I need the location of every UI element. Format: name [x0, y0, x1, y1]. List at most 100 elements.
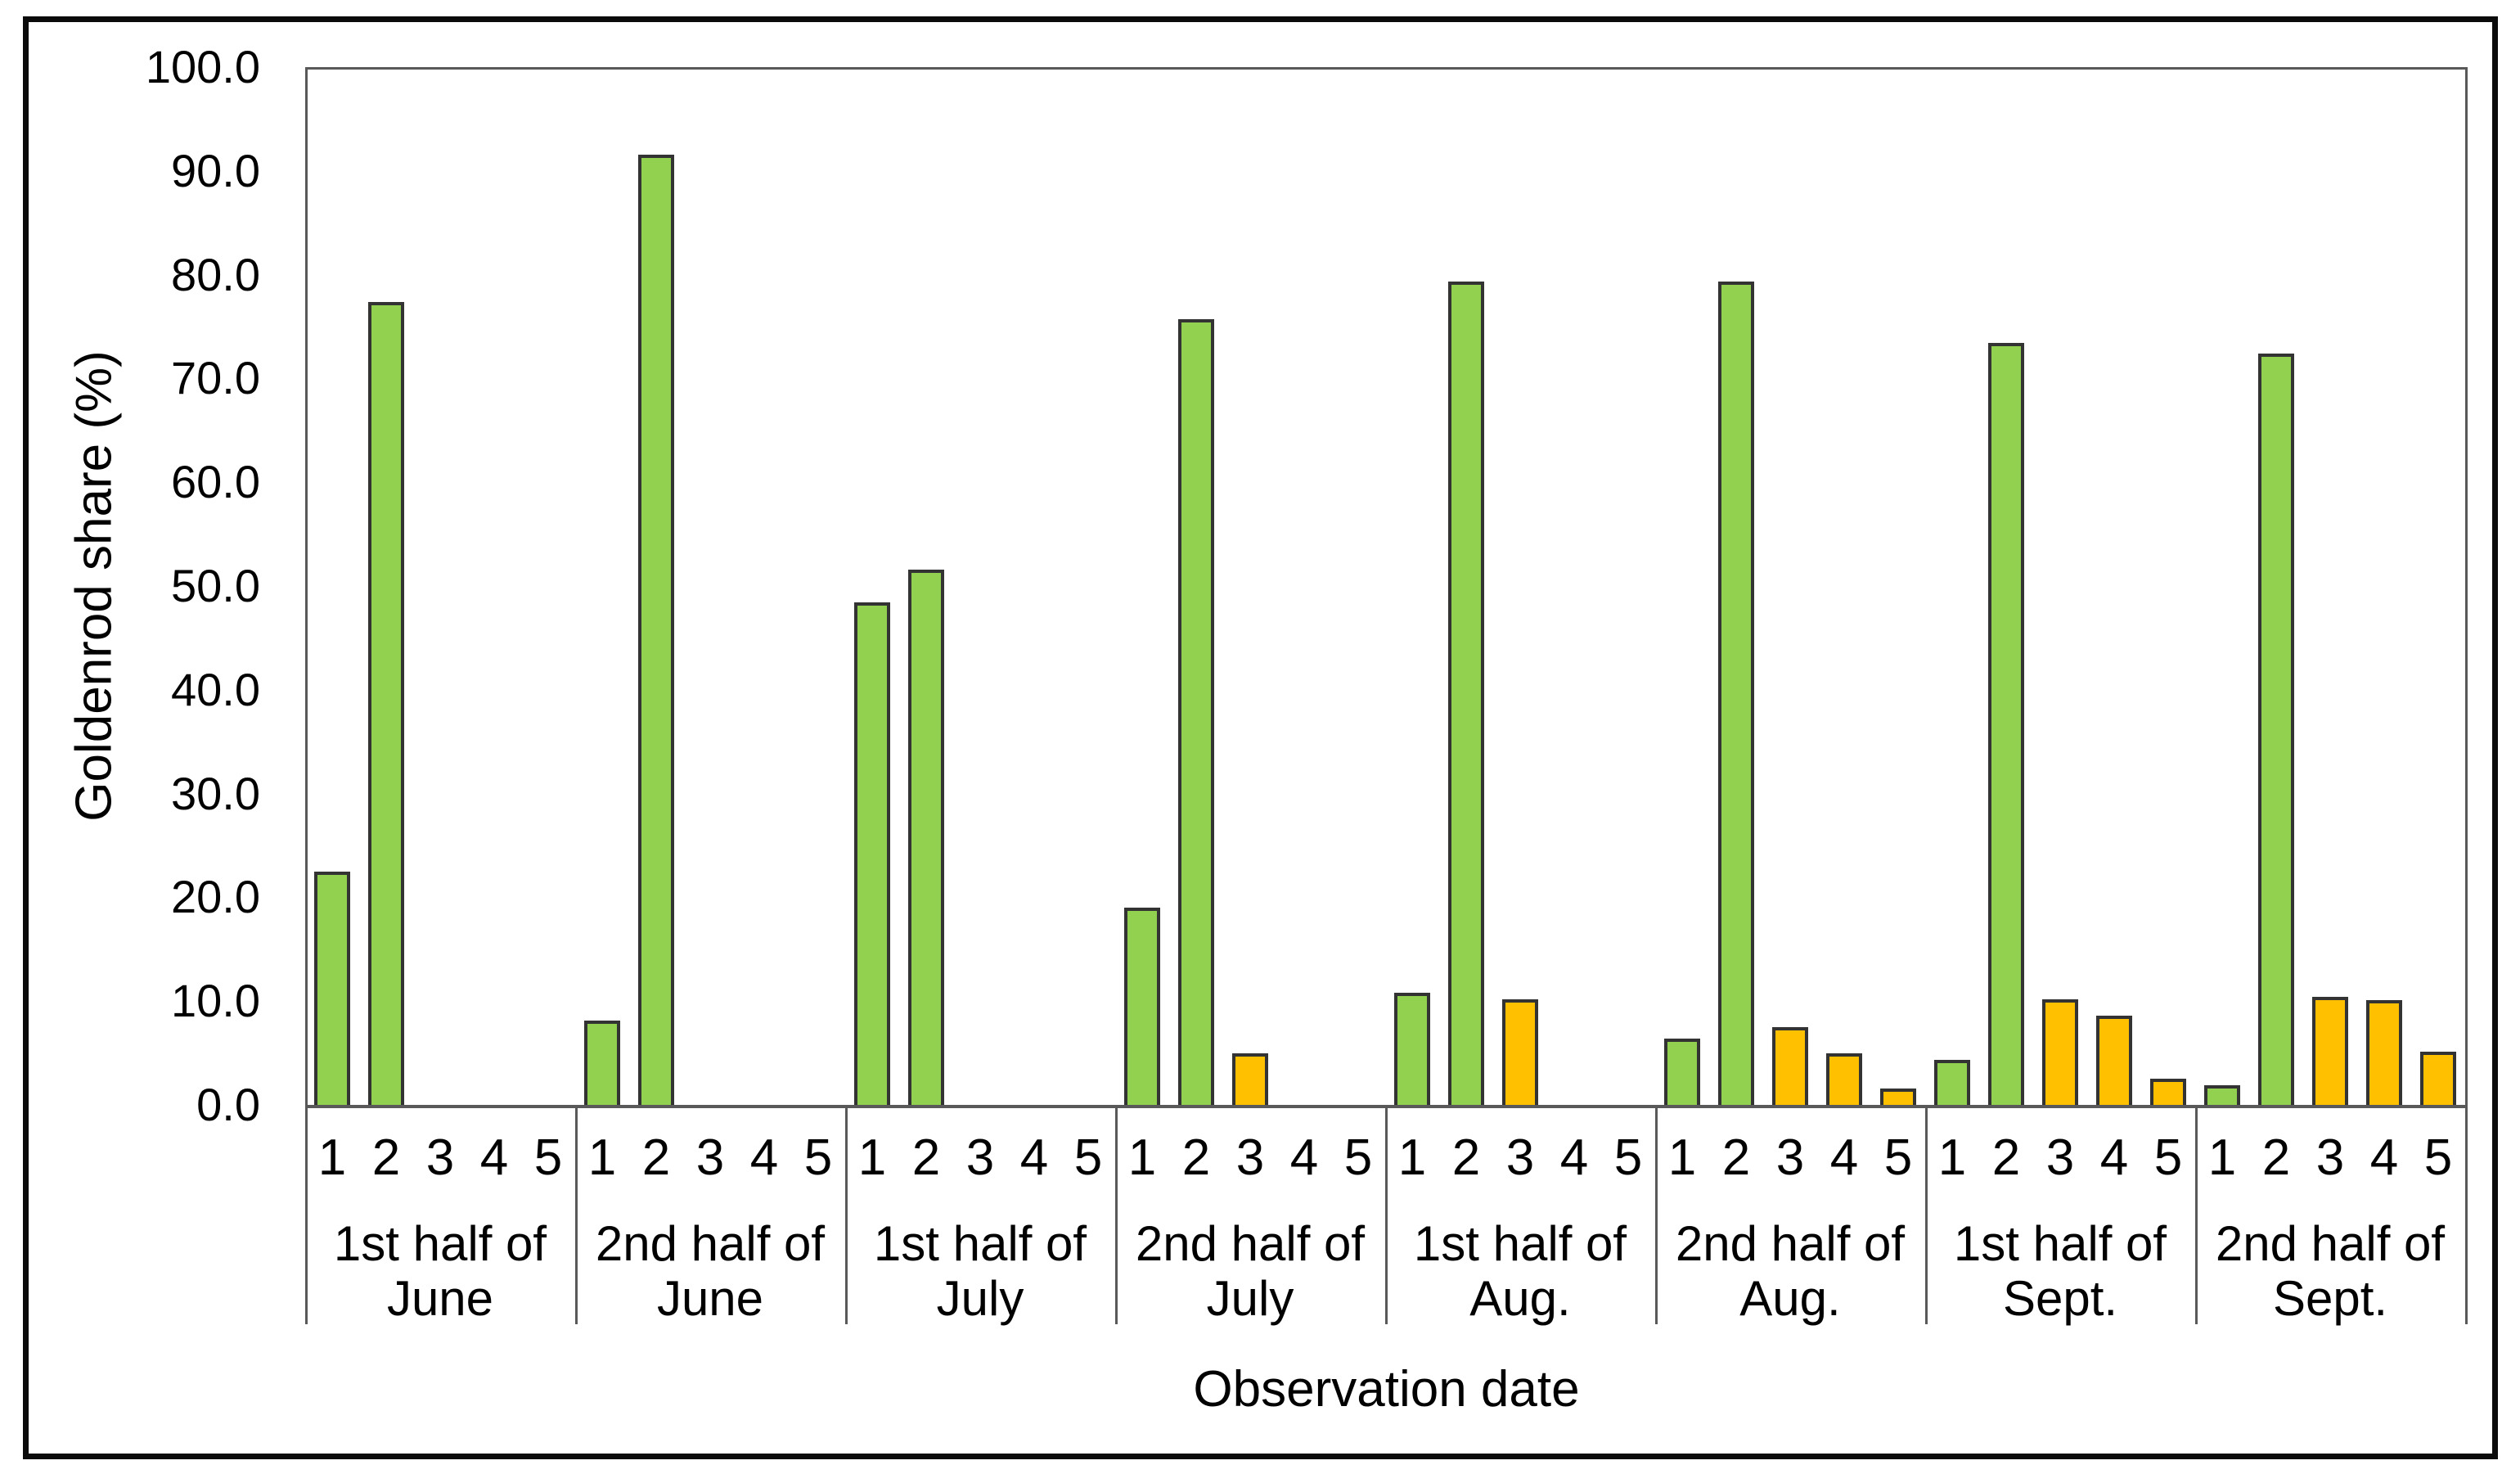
- category-separator-line: [305, 1105, 308, 1324]
- y-tick-label: 0.0: [196, 1079, 260, 1130]
- bar-2nd-Aug-pos1: [1664, 1039, 1700, 1105]
- x-slot-label: 5: [1343, 1129, 1373, 1186]
- x-slot-label: 2: [641, 1129, 671, 1186]
- bar-1st-July-pos2: [908, 570, 944, 1105]
- x-slot-label: 3: [425, 1129, 455, 1186]
- bar-2nd-Sept-pos2: [2258, 354, 2294, 1105]
- bar-2nd-June-pos1: [584, 1021, 620, 1105]
- bar-1st-Aug-pos3: [1502, 999, 1538, 1105]
- bar-2nd-Sept-pos3: [2312, 997, 2348, 1105]
- y-axis-title: Goldenrod share (%): [65, 350, 123, 822]
- bar-1st-Aug-pos2: [1448, 282, 1484, 1105]
- category-separator-line: [845, 1105, 848, 1324]
- x-group-label: 1st half of July: [873, 1216, 1087, 1326]
- bar-2nd-Aug-pos2: [1718, 282, 1754, 1105]
- y-tick-label: 60.0: [171, 456, 260, 508]
- x-slot-label: 3: [695, 1129, 725, 1186]
- bar-1st-Sept-pos5: [2150, 1079, 2186, 1105]
- x-slot-label: 1: [1127, 1129, 1157, 1186]
- x-slot-label: 1: [857, 1129, 887, 1186]
- y-tick-label: 80.0: [171, 248, 260, 300]
- x-slot-label: 3: [965, 1129, 995, 1186]
- x-slot-label: 5: [1073, 1129, 1103, 1186]
- x-slot-label: 3: [2045, 1129, 2075, 1186]
- x-slot-label: 1: [1397, 1129, 1427, 1186]
- x-slot-label: 5: [1883, 1129, 1913, 1186]
- bar-1st-Sept-pos1: [1934, 1060, 1970, 1105]
- x-group-label: 2nd half of June: [595, 1216, 826, 1326]
- bar-1st-Sept-pos4: [2096, 1016, 2132, 1105]
- x-group-label: 2nd half of Aug.: [1675, 1216, 1906, 1326]
- figure-border: [23, 16, 2498, 1459]
- x-slot-label: 4: [479, 1129, 509, 1186]
- bar-2nd-Aug-pos3: [1772, 1027, 1808, 1105]
- x-slot-label: 2: [911, 1129, 941, 1186]
- y-tick-label: 70.0: [171, 352, 260, 404]
- x-slot-label: 1: [2207, 1129, 2237, 1186]
- x-group-label: 1st half of June: [333, 1216, 547, 1326]
- bar-2nd-Sept-pos4: [2366, 1000, 2402, 1105]
- y-tick-label: 100.0: [145, 41, 260, 92]
- y-tick-label: 20.0: [171, 871, 260, 923]
- bar-2nd-Sept-pos1: [2204, 1085, 2240, 1105]
- bar-1st-June-pos1: [314, 872, 350, 1105]
- y-tick-label: 40.0: [171, 663, 260, 715]
- y-tick-label: 10.0: [171, 975, 260, 1027]
- x-slot-label: 4: [1829, 1129, 1859, 1186]
- x-slot-label: 2: [1991, 1129, 2021, 1186]
- x-group-label: 1st half of Sept.: [1953, 1216, 2167, 1326]
- bar-2nd-July-pos2: [1178, 319, 1214, 1105]
- x-slot-label: 2: [2261, 1129, 2291, 1186]
- x-slot-label: 2: [1451, 1129, 1481, 1186]
- x-slot-label: 1: [317, 1129, 347, 1186]
- category-separator-line: [2465, 1105, 2468, 1324]
- category-separator-line: [2195, 1105, 2198, 1324]
- y-tick-label: 90.0: [171, 144, 260, 196]
- category-separator-line: [1655, 1105, 1658, 1324]
- y-tick-label: 50.0: [171, 560, 260, 611]
- bar-1st-Sept-pos3: [2042, 999, 2078, 1105]
- x-slot-label: 4: [1289, 1129, 1319, 1186]
- category-separator-line: [1385, 1105, 1388, 1324]
- x-slot-label: 5: [533, 1129, 563, 1186]
- x-slot-label: 4: [2099, 1129, 2129, 1186]
- x-slot-label: 2: [1721, 1129, 1751, 1186]
- category-separator-line: [575, 1105, 578, 1324]
- bar-2nd-Aug-pos4: [1826, 1053, 1862, 1105]
- x-slot-label: 1: [1667, 1129, 1697, 1186]
- x-slot-label: 3: [2315, 1129, 2345, 1186]
- bar-2nd-Sept-pos5: [2420, 1052, 2456, 1105]
- x-slot-label: 4: [1559, 1129, 1589, 1186]
- bar-2nd-July-pos3: [1232, 1053, 1268, 1105]
- category-separator-line: [1925, 1105, 1928, 1324]
- y-tick-label: 30.0: [171, 767, 260, 819]
- x-group-label: 1st half of Aug.: [1413, 1216, 1627, 1326]
- x-axis-title: Observation date: [1193, 1361, 1580, 1418]
- x-group-label: 2nd half of Sept.: [2215, 1216, 2446, 1326]
- x-slot-label: 4: [1019, 1129, 1049, 1186]
- bar-2nd-July-pos1: [1124, 908, 1160, 1105]
- x-slot-label: 5: [2423, 1129, 2453, 1186]
- x-slot-label: 5: [1613, 1129, 1643, 1186]
- x-slot-label: 4: [2369, 1129, 2399, 1186]
- x-slot-label: 3: [1505, 1129, 1535, 1186]
- bar-1st-July-pos1: [854, 602, 890, 1105]
- x-slot-label: 4: [749, 1129, 779, 1186]
- x-slot-label: 2: [1181, 1129, 1211, 1186]
- bar-2nd-June-pos2: [638, 155, 674, 1105]
- x-slot-label: 3: [1775, 1129, 1805, 1186]
- bar-1st-June-pos2: [368, 302, 404, 1105]
- bar-1st-Aug-pos1: [1394, 993, 1430, 1105]
- x-slot-label: 2: [371, 1129, 401, 1186]
- x-slot-label: 5: [2153, 1129, 2183, 1186]
- x-slot-label: 3: [1235, 1129, 1265, 1186]
- x-slot-label: 1: [587, 1129, 617, 1186]
- x-slot-label: 1: [1937, 1129, 1967, 1186]
- bar-1st-Sept-pos2: [1988, 343, 2024, 1105]
